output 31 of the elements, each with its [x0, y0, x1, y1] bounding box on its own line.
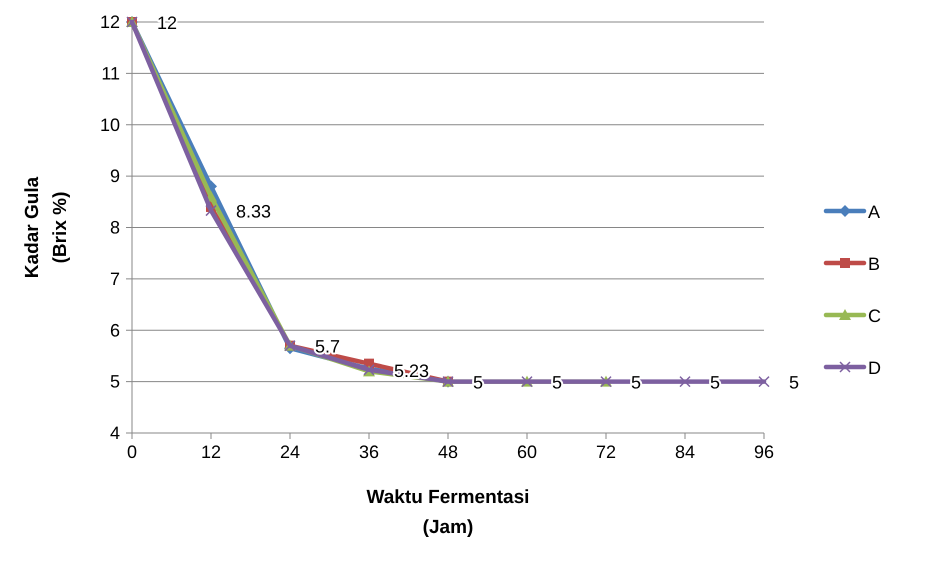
y-tick-label: 12: [100, 12, 120, 32]
x-tick-label: 72: [596, 442, 616, 462]
legend-label: B: [868, 254, 880, 274]
x-tick-label: 96: [754, 442, 774, 462]
y-tick-label: 5: [110, 372, 120, 392]
y-tick-label: 6: [110, 320, 120, 340]
data-label: 5.7: [315, 336, 340, 357]
data-label: 8.33: [236, 202, 272, 222]
x-tick-label: 36: [358, 442, 380, 462]
data-label: 12: [157, 13, 178, 33]
y-tick-label: 9: [110, 166, 120, 186]
x-tick-label: 0: [126, 442, 138, 462]
point: [679, 376, 691, 388]
data-label: 5: [789, 372, 800, 393]
y-tick-label: 7: [110, 268, 120, 289]
x-tick-label: 48: [438, 442, 458, 462]
y-tick-label: 10: [100, 114, 120, 135]
x-tick-label: 24: [280, 442, 300, 462]
y-tick-label: 8: [110, 218, 120, 238]
point: [205, 204, 217, 216]
y-tick-label: 4: [110, 423, 120, 443]
point: [758, 376, 770, 388]
x-tick-label: 12: [200, 442, 222, 462]
x-tick-label: 60: [516, 442, 538, 462]
x-tick-label: 84: [674, 442, 696, 462]
y-tick-label: 11: [101, 63, 120, 84]
x-axis-title: Waktu Fermentasi (Jam): [366, 487, 530, 538]
legend-label: C: [868, 306, 881, 326]
legend-label: A: [868, 202, 880, 222]
y-axis-title: Kadar Gula (Brix %): [22, 176, 71, 278]
legend-label: D: [868, 358, 881, 378]
